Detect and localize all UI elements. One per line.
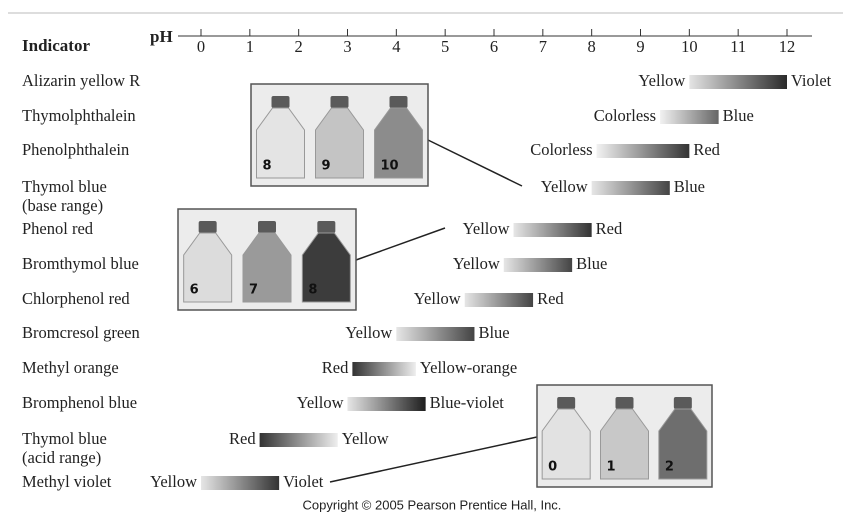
- bottle: [541, 408, 591, 480]
- bottle: [183, 232, 233, 303]
- tick-label: 5: [441, 37, 449, 56]
- indicator-name: Thymol blue: [22, 177, 107, 196]
- indicator-name: Bromcresol green: [22, 323, 140, 342]
- range-bar: [352, 362, 416, 376]
- range-bar: [464, 293, 534, 307]
- range-bar: [596, 144, 690, 158]
- indicator-name: Methyl violet: [22, 472, 112, 491]
- high-color: Violet: [791, 71, 832, 90]
- high-color: Red: [693, 140, 720, 159]
- tick-label: 9: [636, 37, 644, 56]
- range-bar: [591, 181, 670, 195]
- bottle-label: 1: [607, 460, 616, 475]
- bottle: [600, 408, 649, 480]
- high-color: Blue-violet: [430, 393, 505, 412]
- high-color: Blue: [478, 323, 509, 342]
- axis-label: pH: [150, 27, 173, 46]
- bottle-label: 8: [308, 283, 317, 298]
- high-color: Red: [596, 219, 623, 238]
- copyright: Copyright © 2005 Pearson Prentice Hall, …: [303, 497, 562, 512]
- indicator-name: Phenolphthalein: [22, 140, 129, 159]
- bottle-label: 8: [263, 159, 272, 174]
- tick-label: 0: [197, 37, 205, 56]
- tick-label: 6: [490, 37, 498, 56]
- tick-label: 3: [343, 37, 351, 56]
- bottle-cap: [673, 397, 692, 409]
- bottle-label: 10: [381, 159, 399, 174]
- high-color: Blue: [674, 177, 705, 196]
- tick-label: 7: [539, 37, 547, 56]
- tick-label: 10: [681, 37, 698, 56]
- tick-label: 4: [392, 37, 400, 56]
- high-color: Blue: [576, 254, 607, 273]
- bottle-label: 6: [190, 283, 199, 298]
- tick-label: 8: [588, 37, 596, 56]
- bottle-cap: [330, 96, 349, 108]
- range-bar: [201, 476, 280, 490]
- low-color: Yellow: [414, 289, 461, 308]
- indicator-name: Thymol blue: [22, 429, 107, 448]
- low-color: Yellow: [453, 254, 500, 273]
- bottle-cap: [258, 221, 276, 233]
- bottle: [658, 408, 708, 480]
- bottle-cap: [389, 96, 408, 108]
- low-color: Yellow: [463, 219, 510, 238]
- range-bar: [513, 223, 592, 237]
- connector: [427, 139, 523, 187]
- bottle-cap: [317, 221, 336, 233]
- indicator-name: Bromphenol blue: [22, 393, 137, 412]
- high-color: Violet: [283, 472, 324, 491]
- bottle-cap: [198, 221, 217, 233]
- range-bar: [347, 397, 426, 411]
- high-color: Blue: [723, 106, 754, 125]
- low-color: Yellow: [541, 177, 588, 196]
- low-color: Colorless: [594, 106, 656, 125]
- range-bar: [503, 258, 573, 272]
- tick-label: 2: [295, 37, 303, 56]
- bottle: [374, 107, 423, 179]
- low-color: Yellow: [150, 472, 197, 491]
- range-bar: [259, 433, 338, 447]
- bottle-label: 9: [322, 159, 331, 174]
- indicator-name: (acid range): [22, 448, 101, 467]
- bottle: [242, 232, 292, 303]
- low-color: Yellow: [638, 71, 685, 90]
- tick-label: 12: [779, 37, 796, 56]
- low-color: Red: [322, 358, 349, 377]
- low-color: Red: [229, 429, 256, 448]
- low-color: Colorless: [530, 140, 592, 159]
- indicator-name: Thymolphthalein: [22, 106, 136, 125]
- indicator-name: Bromthymol blue: [22, 254, 139, 273]
- indicator-name: (base range): [22, 196, 103, 215]
- range-bar: [660, 110, 719, 124]
- header-title: Indicator: [22, 36, 90, 55]
- tick-label: 1: [246, 37, 254, 56]
- high-color: Yellow-orange: [420, 358, 517, 377]
- bottle-label: 0: [548, 460, 557, 475]
- bottle-label: 2: [665, 460, 674, 475]
- high-color: Yellow: [342, 429, 389, 448]
- range-bar: [689, 75, 787, 89]
- bottle-label: 7: [249, 283, 258, 298]
- indicator-name: Chlorphenol red: [22, 289, 130, 308]
- bottle: [315, 107, 364, 179]
- range-bar: [396, 327, 475, 341]
- bottle: [256, 107, 305, 179]
- low-color: Yellow: [345, 323, 392, 342]
- indicator-name: Methyl orange: [22, 358, 119, 377]
- connector: [355, 227, 446, 261]
- bottle-cap: [615, 397, 634, 409]
- bottle-cap: [271, 96, 290, 108]
- high-color: Red: [537, 289, 564, 308]
- tick-label: 11: [730, 37, 746, 56]
- connector: [329, 436, 538, 483]
- bottle-cap: [557, 397, 576, 409]
- low-color: Yellow: [297, 393, 344, 412]
- bottle: [301, 232, 351, 303]
- indicator-name: Alizarin yellow R: [22, 71, 140, 90]
- indicator-name: Phenol red: [22, 219, 94, 238]
